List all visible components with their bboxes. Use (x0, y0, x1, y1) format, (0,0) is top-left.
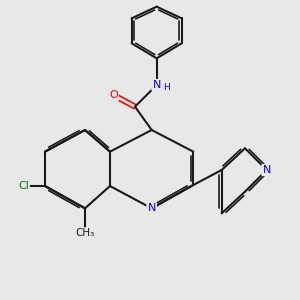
Text: H: H (163, 82, 170, 91)
Text: N: N (148, 203, 156, 213)
Text: Cl: Cl (18, 181, 29, 191)
Text: CH₃: CH₃ (75, 228, 94, 238)
Text: N: N (262, 165, 271, 175)
Text: N: N (152, 80, 161, 90)
Text: O: O (109, 90, 118, 100)
